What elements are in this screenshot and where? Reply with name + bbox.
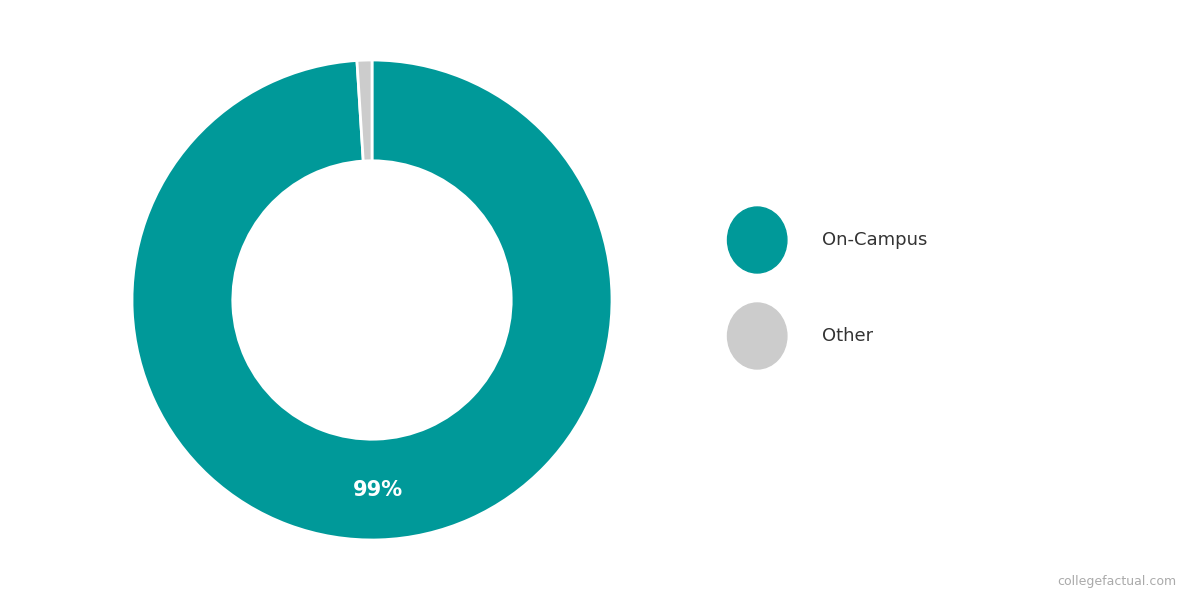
Text: 99%: 99% (353, 479, 403, 500)
Text: Other: Other (822, 327, 874, 345)
Text: On-Campus: On-Campus (822, 231, 928, 249)
Wedge shape (132, 60, 612, 540)
Circle shape (727, 207, 787, 273)
Text: collegefactual.com: collegefactual.com (1057, 575, 1176, 588)
Wedge shape (356, 60, 372, 161)
Circle shape (727, 303, 787, 369)
